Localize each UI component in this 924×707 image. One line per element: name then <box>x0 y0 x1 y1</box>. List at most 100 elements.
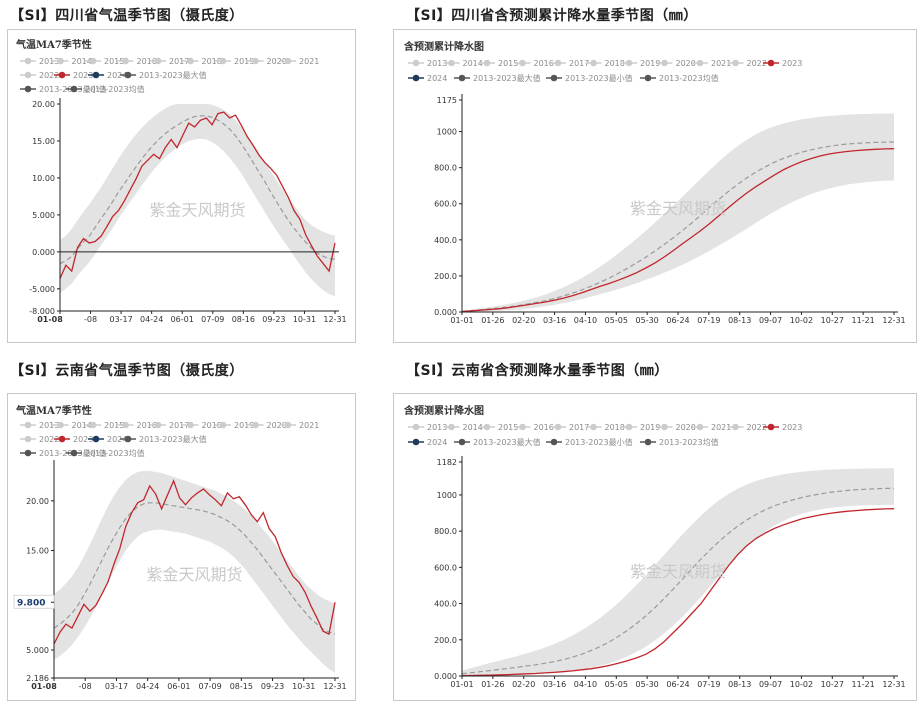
y-tick-label: 600.0 <box>434 563 457 572</box>
y-tick-label: 20.00 <box>32 100 55 109</box>
legend-label-2020: 2020 <box>267 421 287 430</box>
x-tick-label: 01-26 <box>481 680 504 689</box>
legend-label-2021: 2021 <box>711 423 731 432</box>
x-tick-label: 09-23 <box>262 315 285 324</box>
x-tick-label: -08 <box>84 315 97 324</box>
y-tick-label: -5.000 <box>29 285 55 294</box>
chart-panel-sichuan-temp: 气温MA7季节性 2013 2014 2015 2016 2017 2018 2019 2020… <box>7 29 356 343</box>
legend-marker-2017 <box>554 423 562 431</box>
legend-label-2014: 2014 <box>72 57 92 66</box>
legend-marker-2018 <box>187 57 194 65</box>
watermark-text: 紫金天风期货 <box>630 199 726 218</box>
legend-label-2019: 2019 <box>640 423 660 432</box>
legend-marker-2013-2023最小值 <box>24 449 32 457</box>
legend-label-2017: 2017 <box>569 59 589 68</box>
x-tick-label: 06-01 <box>167 682 190 691</box>
x-tick-label: 08-13 <box>728 316 751 325</box>
legend-label-2014: 2014 <box>72 421 92 430</box>
legend-marker-2024 <box>412 438 420 446</box>
range-band-max-min <box>60 104 335 297</box>
legend-marker-2020 <box>661 423 668 431</box>
legend-marker-2013-2023最小值 <box>550 438 558 446</box>
legend-marker-2013-2023均值 <box>644 74 652 82</box>
legend-label-2013-2023均值: 2013-2023均值 <box>85 84 145 94</box>
x-tick-label: 07-19 <box>697 680 720 689</box>
x-tick-label: 10-31 <box>293 315 316 324</box>
x-tick-label: 08-15 <box>230 682 253 691</box>
legend-marker-2014 <box>57 421 64 429</box>
legend-label-2013-2023最大值: 2013-2023最大值 <box>473 73 541 83</box>
chart-svg-yunnan-precip: 含预测累计降水图 2013 2014 2015 2016 2017 2018 2019 2020… <box>404 404 906 689</box>
legend-marker-2021 <box>284 57 292 65</box>
legend-marker-2013 <box>412 59 420 67</box>
legend-label-2018: 2018 <box>605 59 625 68</box>
legend-label-2019: 2019 <box>234 421 254 430</box>
x-tick-label: -08 <box>79 682 92 691</box>
y-tick-label: 5.000 <box>32 211 55 220</box>
legend-marker-2018 <box>590 59 597 67</box>
legend-label-2022: 2022 <box>39 71 59 80</box>
x-tick-label: 01-01 <box>450 316 473 325</box>
x-tick-label: 07-09 <box>198 682 221 691</box>
y-tick-label: 0.000 <box>32 248 55 257</box>
x-tick-label: 06-01 <box>171 315 194 324</box>
x-tick-label: 05-30 <box>636 680 659 689</box>
legend-marker-2020 <box>252 57 259 65</box>
y-tick-label: 20.00 <box>26 497 49 506</box>
x-tick-label: 11-21 <box>852 680 875 689</box>
legend-marker-2018 <box>187 421 194 429</box>
chart-subtitle: 含预测累计降水图 <box>404 40 484 53</box>
legend-marker-2022 <box>732 59 739 67</box>
x-tick-label: 05-05 <box>605 680 628 689</box>
legend-marker-2016 <box>122 421 129 429</box>
legend-label-2023: 2023 <box>73 435 93 444</box>
x-tick-label: 12-31 <box>323 682 346 691</box>
legend-marker-2013-2023最大值 <box>458 74 466 82</box>
x-tick-label: 09-07 <box>759 316 782 325</box>
y-tick-label: 800.0 <box>434 527 457 536</box>
x-tick-label: 04-10 <box>574 316 597 325</box>
legend-marker-2019 <box>219 421 227 429</box>
x-tick-label: 08-16 <box>232 315 255 324</box>
x-tick-label: 01-01 <box>450 680 473 689</box>
y-tick-label: 15.00 <box>26 547 49 556</box>
x-tick-label: 04-24 <box>136 682 159 691</box>
legend-marker-2013-2023均值 <box>644 438 652 446</box>
legend-label-2017: 2017 <box>569 423 589 432</box>
legend-label-2020: 2020 <box>676 59 696 68</box>
legend-label-2015: 2015 <box>104 421 124 430</box>
legend-marker-2021 <box>696 423 704 431</box>
legend-label-2016: 2016 <box>137 57 157 66</box>
y-tick-label: 5.000 <box>26 646 49 655</box>
legend-marker-2018 <box>590 423 597 431</box>
legend-marker-2013-2023最小值 <box>550 74 558 82</box>
legend-marker-2013-2023最大值 <box>124 435 132 443</box>
x-tick-label: 10-27 <box>821 316 844 325</box>
x-tick-label: 07-19 <box>697 316 720 325</box>
legend-label-2018: 2018 <box>202 57 222 66</box>
section-title-sichuan-precip: 【SI】四川省含预测累计降水量季节图（㎜） <box>406 8 698 24</box>
legend-marker-2013-2023均值 <box>70 85 78 93</box>
legend-label-2016: 2016 <box>534 423 554 432</box>
legend-label-2022: 2022 <box>747 59 767 68</box>
y-tick-label: 1182 <box>437 458 457 467</box>
legend-label-2013: 2013 <box>427 423 447 432</box>
legend-label-2016: 2016 <box>137 421 157 430</box>
legend-label-2020: 2020 <box>676 423 696 432</box>
x-tick-label: 04-24 <box>140 315 163 324</box>
x-tick-label: 05-05 <box>605 316 628 325</box>
legend-marker-2022 <box>732 423 739 431</box>
legend-label-2013-2023最小值: 2013-2023最小值 <box>565 437 633 447</box>
legend-label-2013: 2013 <box>427 59 447 68</box>
x-tick-label: 03-16 <box>543 316 566 325</box>
y-tick-label: 400.0 <box>434 236 457 245</box>
series-2023-line <box>53 479 336 645</box>
legend-marker-2020 <box>252 421 259 429</box>
legend-marker-2015 <box>483 59 491 67</box>
x-tick-label: 05-30 <box>636 316 659 325</box>
y-pointer-box <box>13 594 55 609</box>
legend-marker-2015 <box>89 57 97 65</box>
y-tick-label: 1175 <box>437 96 457 105</box>
x-tick-label: 03-16 <box>543 680 566 689</box>
mean-line <box>53 502 336 635</box>
